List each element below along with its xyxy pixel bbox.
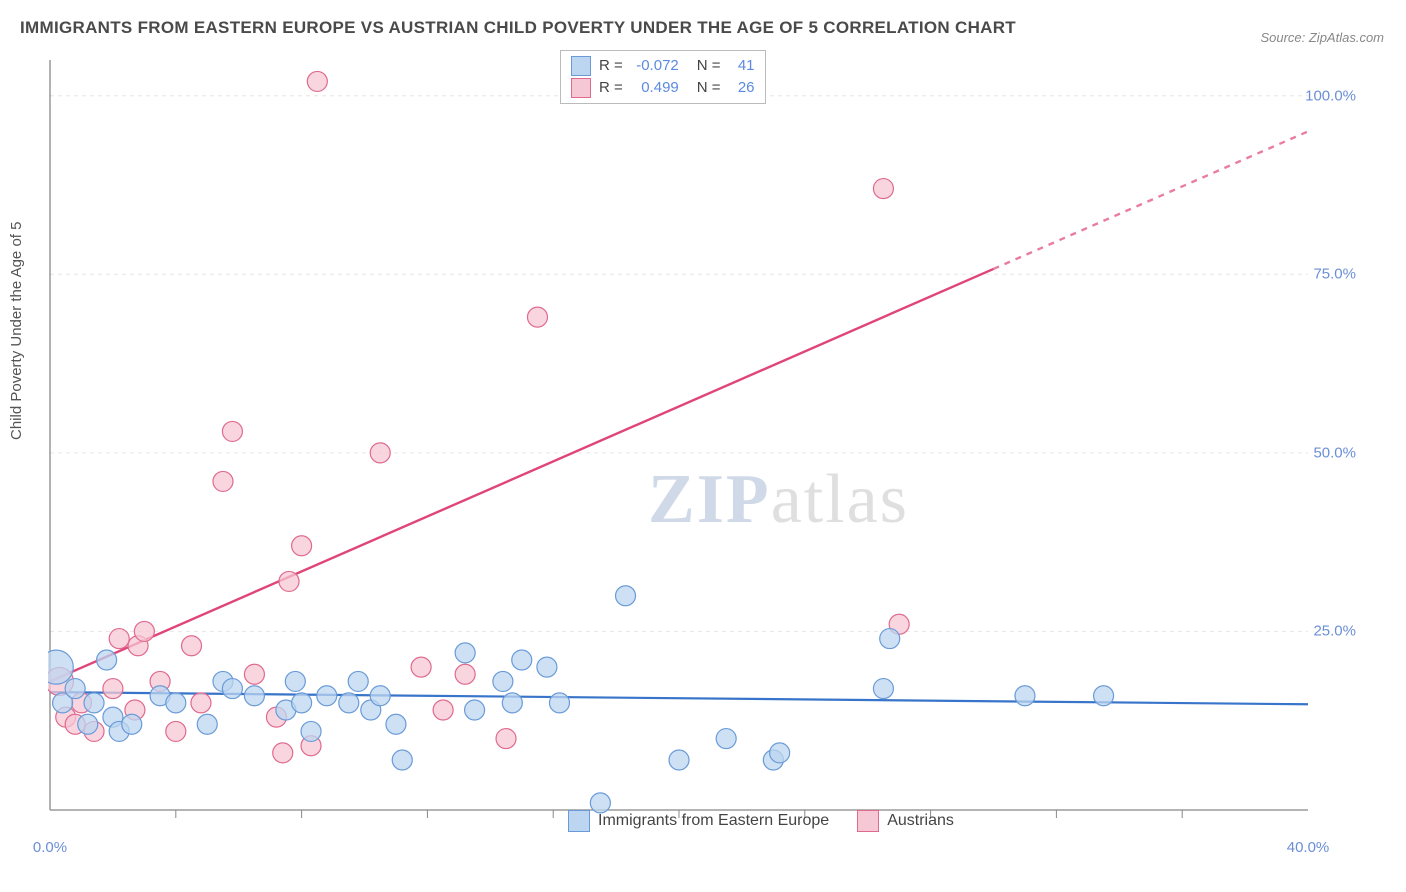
legend-label: Austrians xyxy=(887,812,954,830)
legend-r-value: -0.072 xyxy=(631,55,679,77)
legend-swatch xyxy=(571,78,591,98)
legend-n-value: 26 xyxy=(729,77,755,99)
legend-n-label: N = xyxy=(697,77,721,99)
legend-bottom-item: Austrians xyxy=(857,810,954,832)
legend-r-value: 0.499 xyxy=(631,77,679,99)
x-tick-label: 0.0% xyxy=(33,839,67,856)
legend-swatch xyxy=(857,810,879,832)
legend-r-label: R = xyxy=(599,77,623,99)
legend-n-value: 41 xyxy=(729,55,755,77)
legend-correlation: R = -0.072 N = 41 R = 0.499 N = 26 xyxy=(560,50,766,104)
source-attribution: Source: ZipAtlas.com xyxy=(1260,30,1384,45)
legend-n-label: N = xyxy=(697,55,721,77)
legend-swatch xyxy=(571,56,591,76)
scatter-chart xyxy=(48,60,1368,830)
chart-title: IMMIGRANTS FROM EASTERN EUROPE VS AUSTRI… xyxy=(20,18,1016,38)
y-axis-label: Child Poverty Under the Age of 5 xyxy=(8,222,25,440)
y-tick-label: 25.0% xyxy=(1313,623,1356,640)
y-tick-label: 50.0% xyxy=(1313,444,1356,461)
x-tick-label: 40.0% xyxy=(1287,839,1330,856)
legend-correlation-row: R = -0.072 N = 41 xyxy=(571,55,755,77)
y-tick-label: 100.0% xyxy=(1305,87,1356,104)
plot-area: ZIPatlas 25.0%50.0%75.0%100.0% 0.0%40.0%… xyxy=(48,60,1368,830)
legend-r-label: R = xyxy=(599,55,623,77)
legend-bottom: Immigrants from Eastern Europe Austrians xyxy=(568,810,954,832)
legend-correlation-row: R = 0.499 N = 26 xyxy=(571,77,755,99)
y-tick-label: 75.0% xyxy=(1313,266,1356,283)
legend-label: Immigrants from Eastern Europe xyxy=(598,812,829,830)
legend-swatch xyxy=(568,810,590,832)
legend-bottom-item: Immigrants from Eastern Europe xyxy=(568,810,829,832)
